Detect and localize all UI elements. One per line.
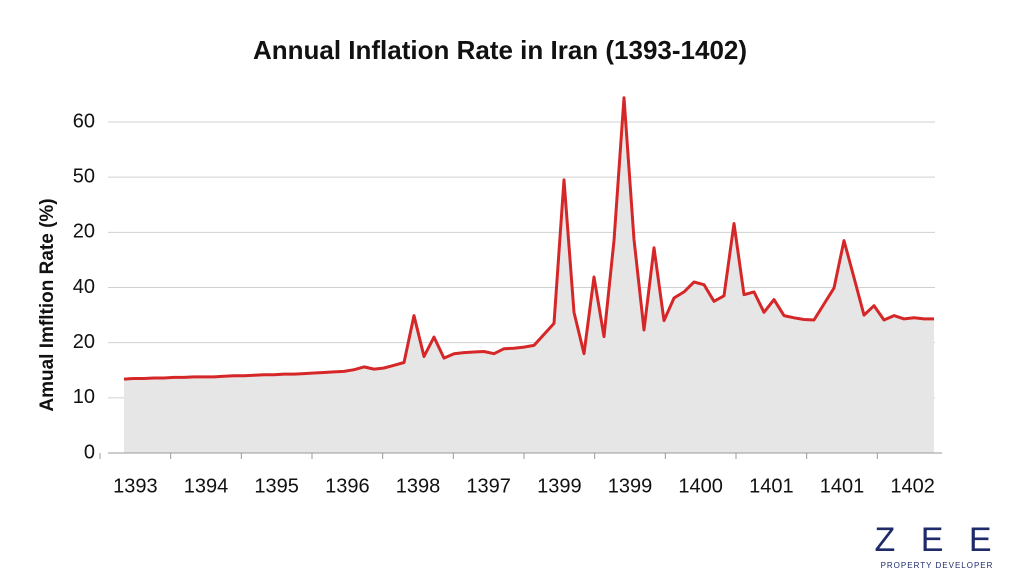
x-tick-label: 1395 — [254, 475, 299, 497]
y-tick-label: 0 — [84, 441, 95, 463]
x-tick-label: 1394 — [184, 475, 229, 497]
x-tick-label: 1402 — [890, 475, 935, 497]
x-tick-label: 1400 — [678, 475, 723, 497]
area — [124, 97, 934, 453]
x-tick-label: 1399 — [537, 475, 582, 497]
y-tick-label: 50 — [73, 165, 95, 187]
y-tick-label: 40 — [73, 276, 95, 298]
logo-mark: Z E E — [874, 521, 999, 559]
x-tick-label: 1399 — [608, 475, 653, 497]
x-tick-label: 1401 — [749, 475, 794, 497]
y-tick-label: 60 — [73, 110, 95, 132]
x-tick-label: 1401 — [820, 475, 865, 497]
y-tick-label: 20 — [73, 331, 95, 353]
line — [123, 96, 934, 381]
y-tick-label: 10 — [73, 386, 95, 408]
x-tick-label: 1397 — [466, 475, 511, 497]
chart-title: Annual Inflation Rate in Iran (1393-1402… — [253, 35, 747, 65]
y-axis-label: Amual Imfltion Rate (%) — [37, 198, 58, 411]
x-tick-label: 1393 — [113, 475, 158, 497]
logo-tagline: PROPERTY DEVELOPER — [881, 561, 994, 570]
x-tick-label: 1398 — [396, 475, 441, 497]
y-tick-label: 20 — [73, 221, 95, 243]
x-tick-label: 1396 — [325, 475, 370, 497]
